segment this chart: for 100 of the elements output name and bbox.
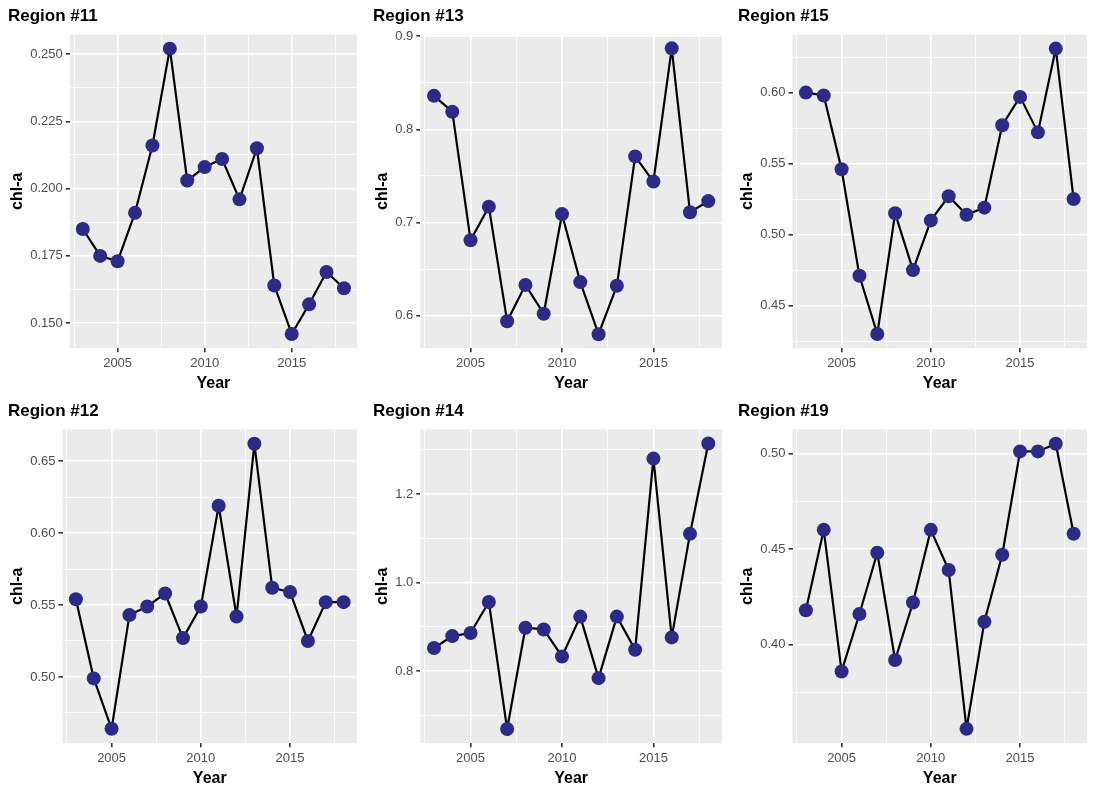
- point: [888, 206, 903, 221]
- point: [336, 595, 351, 610]
- point: [426, 88, 441, 103]
- x-axis-title: Year: [922, 373, 957, 391]
- point: [229, 609, 244, 624]
- point: [798, 603, 813, 618]
- point: [554, 649, 569, 664]
- point: [646, 174, 661, 189]
- point: [1013, 89, 1028, 104]
- point: [591, 671, 606, 686]
- point: [701, 194, 716, 209]
- chart-title: Region #14: [373, 400, 465, 420]
- point: [664, 630, 679, 645]
- point: [816, 88, 831, 103]
- point: [941, 189, 956, 204]
- point: [664, 41, 679, 56]
- point: [701, 436, 716, 451]
- y-tick-label: 0.65: [30, 452, 56, 468]
- point: [86, 671, 101, 686]
- point: [180, 173, 195, 188]
- point: [283, 585, 298, 600]
- point: [888, 652, 903, 667]
- y-tick-label: 0.200: [30, 180, 63, 196]
- y-axis-title: chl-a: [373, 567, 391, 605]
- x-tick-label: 2005: [97, 749, 127, 765]
- x-axis-title: Year: [192, 768, 227, 786]
- point: [852, 607, 867, 622]
- x-tick-label: 2015: [1005, 749, 1035, 765]
- point: [905, 263, 920, 278]
- point: [318, 595, 333, 610]
- y-tick-label: 0.45: [760, 297, 786, 313]
- y-tick-label: 0.50: [760, 444, 786, 460]
- x-tick-label: 2015: [275, 749, 305, 765]
- x-tick-label: 2010: [186, 749, 216, 765]
- x-tick-label: 2010: [547, 354, 577, 370]
- point: [852, 268, 867, 283]
- point: [463, 625, 478, 640]
- point: [977, 614, 992, 629]
- point: [463, 233, 478, 248]
- point: [75, 221, 90, 236]
- point: [247, 436, 262, 451]
- x-tick-label: 2010: [916, 749, 946, 765]
- point: [1048, 436, 1063, 451]
- y-tick-label: 0.6: [395, 307, 414, 323]
- point: [536, 306, 551, 321]
- y-tick-label: 0.9: [395, 27, 414, 43]
- point: [145, 138, 160, 153]
- x-axis-title: Year: [554, 768, 589, 786]
- chart-title: Region #13: [373, 5, 464, 25]
- point: [426, 641, 441, 656]
- point: [500, 314, 515, 329]
- x-tick-label: 2015: [1005, 354, 1035, 370]
- y-tick-label: 0.45: [760, 540, 786, 556]
- y-tick-label: 0.175: [30, 247, 63, 263]
- y-axis-title: chl-a: [738, 172, 756, 210]
- point: [683, 205, 697, 220]
- y-tick-label: 0.60: [30, 524, 56, 540]
- x-axis-title: Year: [554, 373, 589, 391]
- point: [265, 580, 280, 595]
- point: [977, 200, 992, 215]
- point: [870, 327, 885, 341]
- point: [481, 199, 496, 214]
- y-tick-label: 1.2: [395, 485, 414, 501]
- chart-title: Region #15: [738, 5, 829, 25]
- y-tick-label: 0.50: [30, 668, 56, 684]
- point: [834, 162, 849, 177]
- point: [193, 599, 208, 614]
- y-axis-title: chl-a: [373, 172, 391, 210]
- y-tick-label: 0.8: [395, 662, 414, 678]
- point: [445, 104, 460, 119]
- y-tick-label: 0.40: [760, 636, 786, 652]
- point: [683, 526, 697, 541]
- point: [68, 592, 83, 607]
- point: [870, 545, 885, 560]
- point: [959, 721, 974, 736]
- point: [518, 277, 533, 292]
- x-axis-title: Year: [196, 373, 231, 391]
- point: [518, 620, 533, 635]
- point: [1030, 444, 1045, 459]
- point: [122, 608, 137, 623]
- point: [104, 721, 119, 736]
- x-tick-label: 2015: [638, 749, 668, 765]
- point: [211, 498, 226, 513]
- chart-title: Region #12: [8, 400, 99, 420]
- point: [628, 149, 643, 164]
- point: [1066, 526, 1081, 541]
- y-axis-title: chl-a: [738, 567, 756, 605]
- x-tick-label: 2005: [827, 354, 857, 370]
- point: [536, 622, 551, 637]
- y-axis-title: chl-a: [8, 172, 26, 210]
- point: [959, 207, 974, 222]
- point: [798, 85, 813, 100]
- point: [158, 586, 173, 601]
- point: [834, 664, 849, 679]
- point: [941, 563, 956, 578]
- point: [554, 207, 569, 222]
- point: [336, 281, 351, 296]
- point: [481, 595, 496, 610]
- x-axis-title: Year: [922, 768, 957, 786]
- point: [1066, 192, 1081, 207]
